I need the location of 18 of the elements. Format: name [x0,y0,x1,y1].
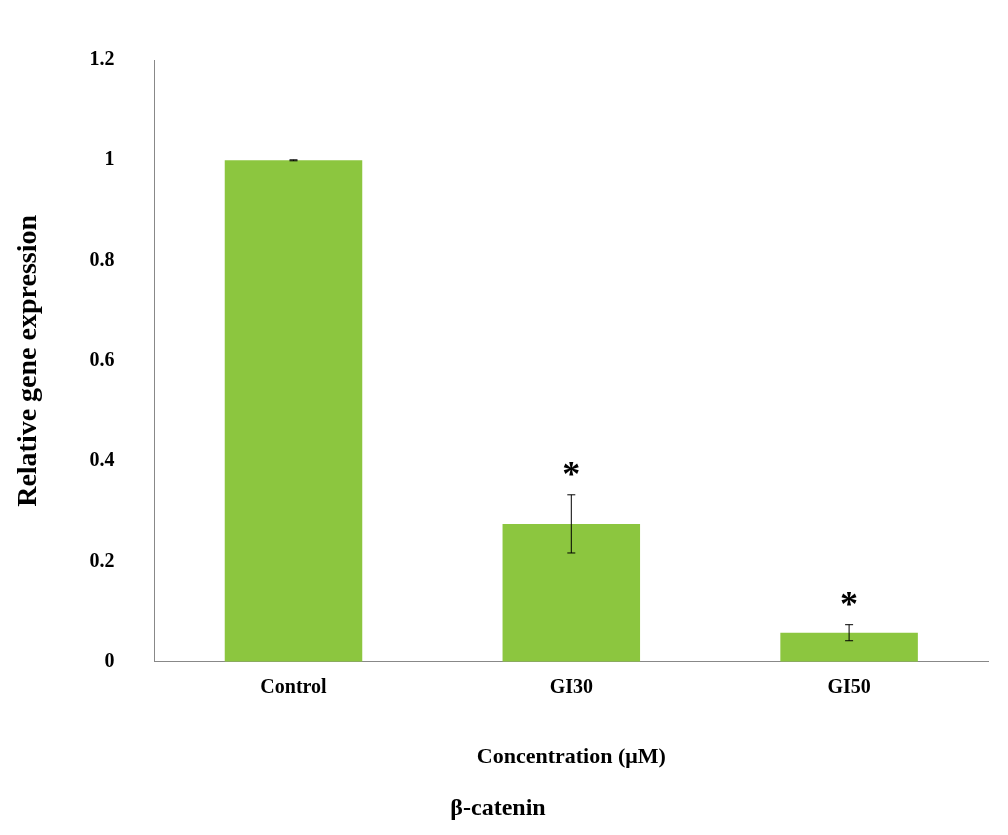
y-tick-label: 1.2 [89,47,115,70]
x-tick-label: Control [260,674,328,697]
text: β-catenin [450,793,546,820]
y-tick-label: 1 [104,147,115,170]
bar [780,632,918,662]
x-tick-label: GI50 [827,674,871,697]
y-tick-label: 0.6 [89,348,115,371]
bar [224,160,363,662]
bar [502,523,641,662]
y-tick-label: 0.4 [89,448,115,471]
y-tick-label: 0.8 [89,247,115,270]
y-axis-title: Relative gene expression [11,214,43,507]
y-tick-label: 0.2 [89,548,115,571]
y-tick-label: 0 [104,648,115,671]
annotation: * [840,583,859,624]
x-tick-label: GI30 [549,674,593,697]
annotation: * [562,454,581,495]
x-axis-title: Concentration (μM) [476,742,666,768]
